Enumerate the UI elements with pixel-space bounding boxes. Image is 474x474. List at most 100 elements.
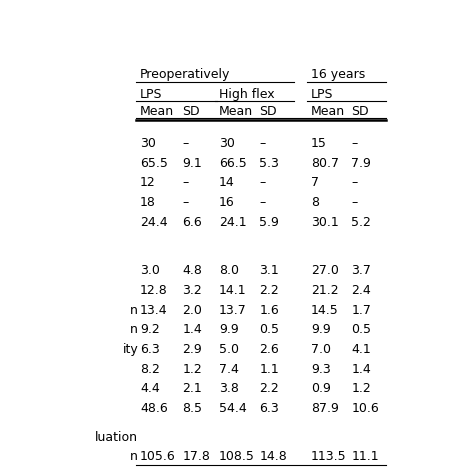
Text: 54.4: 54.4: [219, 402, 247, 415]
Text: n: n: [130, 303, 138, 317]
Text: 3.7: 3.7: [351, 264, 371, 277]
Text: 3.1: 3.1: [259, 264, 279, 277]
Text: 4.8: 4.8: [182, 264, 202, 277]
Text: 1.2: 1.2: [351, 383, 371, 395]
Text: 17.8: 17.8: [182, 450, 210, 464]
Text: SD: SD: [351, 105, 369, 118]
Text: n: n: [130, 323, 138, 336]
Text: 5.9: 5.9: [259, 216, 279, 229]
Text: 108.5: 108.5: [219, 450, 255, 464]
Text: 2.2: 2.2: [259, 284, 279, 297]
Text: 1.2: 1.2: [182, 363, 202, 376]
Text: 2.9: 2.9: [182, 343, 202, 356]
Text: 4.1: 4.1: [351, 343, 371, 356]
Text: 1.4: 1.4: [182, 323, 202, 336]
Text: luation: luation: [95, 431, 138, 444]
Text: 87.9: 87.9: [311, 402, 339, 415]
Text: 18: 18: [140, 196, 156, 209]
Text: 9.1: 9.1: [182, 157, 202, 170]
Text: ity: ity: [122, 343, 138, 356]
Text: 14: 14: [219, 176, 235, 190]
Text: 113.5: 113.5: [311, 450, 346, 464]
Text: 12.8: 12.8: [140, 284, 168, 297]
Text: –: –: [182, 137, 189, 150]
Text: 7.4: 7.4: [219, 363, 239, 376]
Text: 13.4: 13.4: [140, 303, 168, 317]
Text: Mean: Mean: [219, 105, 253, 118]
Text: n: n: [130, 450, 138, 464]
Text: LPS: LPS: [140, 88, 163, 100]
Text: 10.6: 10.6: [351, 402, 379, 415]
Text: 9.3: 9.3: [311, 363, 331, 376]
Text: 0.5: 0.5: [351, 323, 371, 336]
Text: 6.3: 6.3: [140, 343, 160, 356]
Text: 21.2: 21.2: [311, 284, 338, 297]
Text: –: –: [182, 196, 189, 209]
Text: 6.3: 6.3: [259, 402, 279, 415]
Text: 0.5: 0.5: [259, 323, 280, 336]
Text: 8: 8: [311, 196, 319, 209]
Text: 16: 16: [219, 196, 235, 209]
Text: –: –: [259, 176, 266, 190]
Text: High flex: High flex: [219, 88, 274, 100]
Text: –: –: [351, 176, 357, 190]
Text: 2.4: 2.4: [351, 284, 371, 297]
Text: –: –: [259, 137, 266, 150]
Text: 2.1: 2.1: [182, 383, 202, 395]
Text: 2.0: 2.0: [182, 303, 202, 317]
Text: Preoperatively: Preoperatively: [140, 68, 230, 81]
Text: 9.2: 9.2: [140, 323, 160, 336]
Text: 12: 12: [140, 176, 156, 190]
Text: 27.0: 27.0: [311, 264, 339, 277]
Text: 7.9: 7.9: [351, 157, 371, 170]
Text: Mean: Mean: [311, 105, 345, 118]
Text: 14.5: 14.5: [311, 303, 338, 317]
Text: 80.7: 80.7: [311, 157, 339, 170]
Text: 48.6: 48.6: [140, 402, 168, 415]
Text: –: –: [259, 196, 266, 209]
Text: 1.1: 1.1: [259, 363, 279, 376]
Text: SD: SD: [182, 105, 200, 118]
Text: 4.4: 4.4: [140, 383, 160, 395]
Text: 24.1: 24.1: [219, 216, 246, 229]
Text: –: –: [351, 196, 357, 209]
Text: Mean: Mean: [140, 105, 174, 118]
Text: 8.5: 8.5: [182, 402, 202, 415]
Text: 9.9: 9.9: [219, 323, 239, 336]
Text: 105.6: 105.6: [140, 450, 176, 464]
Text: 3.0: 3.0: [140, 264, 160, 277]
Text: 0.9: 0.9: [311, 383, 331, 395]
Text: 6.6: 6.6: [182, 216, 202, 229]
Text: 9.9: 9.9: [311, 323, 331, 336]
Text: 30.1: 30.1: [311, 216, 338, 229]
Text: 16 years: 16 years: [311, 68, 365, 81]
Text: 3.2: 3.2: [182, 284, 202, 297]
Text: 24.4: 24.4: [140, 216, 168, 229]
Text: 1.7: 1.7: [351, 303, 371, 317]
Text: 3.8: 3.8: [219, 383, 239, 395]
Text: 30: 30: [219, 137, 235, 150]
Text: 5.3: 5.3: [259, 157, 279, 170]
Text: 65.5: 65.5: [140, 157, 168, 170]
Text: 8.2: 8.2: [140, 363, 160, 376]
Text: 1.4: 1.4: [351, 363, 371, 376]
Text: –: –: [182, 176, 189, 190]
Text: LPS: LPS: [311, 88, 333, 100]
Text: 5.2: 5.2: [351, 216, 371, 229]
Text: SD: SD: [259, 105, 277, 118]
Text: 8.0: 8.0: [219, 264, 239, 277]
Text: 2.2: 2.2: [259, 383, 279, 395]
Text: 30: 30: [140, 137, 156, 150]
Text: 7.0: 7.0: [311, 343, 331, 356]
Text: 66.5: 66.5: [219, 157, 247, 170]
Text: 11.1: 11.1: [351, 450, 379, 464]
Text: –: –: [351, 137, 357, 150]
Text: 15: 15: [311, 137, 327, 150]
Text: 7: 7: [311, 176, 319, 190]
Text: 13.7: 13.7: [219, 303, 247, 317]
Text: 14.1: 14.1: [219, 284, 246, 297]
Text: 5.0: 5.0: [219, 343, 239, 356]
Text: 2.6: 2.6: [259, 343, 279, 356]
Text: 1.6: 1.6: [259, 303, 279, 317]
Text: 14.8: 14.8: [259, 450, 287, 464]
